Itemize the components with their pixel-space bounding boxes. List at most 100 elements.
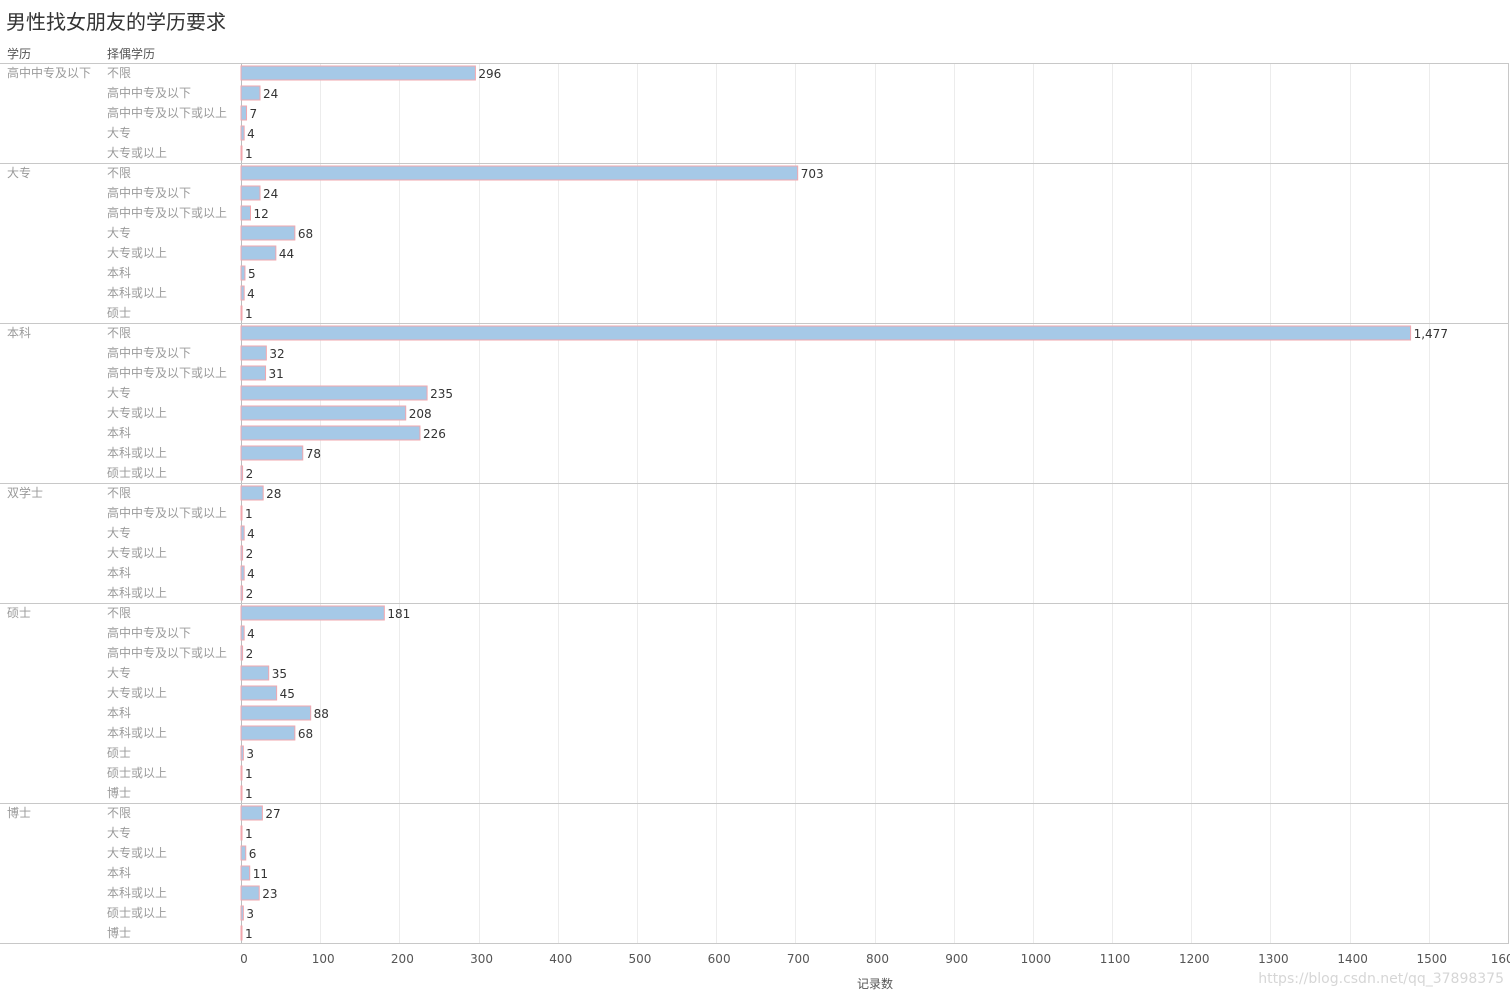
- x-tick-label: 1400: [1337, 952, 1368, 966]
- row-label: 本科或以上: [107, 446, 167, 460]
- x-tick-label: 800: [866, 952, 889, 966]
- x-tick-label: 1100: [1100, 952, 1131, 966]
- row-label: 大专或以上: [107, 545, 167, 560]
- row-label: 本科或以上: [107, 886, 167, 900]
- bar: [240, 185, 261, 201]
- row-label: 不限: [107, 806, 131, 820]
- row-label: 大专: [107, 225, 131, 240]
- data-label: 31: [269, 367, 284, 381]
- bar: [240, 225, 296, 241]
- row-label: 不限: [107, 326, 131, 340]
- data-label: 35: [272, 667, 287, 681]
- data-label: 1: [245, 767, 253, 781]
- column-header-education: 学历: [7, 47, 32, 61]
- x-tick-label: 500: [628, 952, 651, 966]
- data-label: 1: [245, 147, 253, 161]
- bar: [240, 145, 243, 161]
- row-label: 大专: [107, 665, 131, 680]
- data-label: 4: [247, 527, 255, 541]
- bar: [240, 865, 251, 881]
- row-label: 高中中专及以下: [107, 345, 191, 360]
- data-label: 24: [263, 87, 278, 101]
- bar: [240, 725, 296, 741]
- row-label: 高中中专及以下或以上: [107, 505, 227, 520]
- row-label: 高中中专及以下: [107, 625, 191, 640]
- group-label: 本科: [7, 326, 31, 340]
- x-tick-label: 1600: [1491, 952, 1510, 966]
- data-label: 32: [269, 347, 284, 361]
- data-label: 4: [247, 567, 255, 581]
- data-label: 24: [263, 187, 278, 201]
- bar: [240, 105, 248, 121]
- data-label: 4: [247, 127, 255, 141]
- column-header-mate-education: 择偶学历: [107, 47, 156, 61]
- group-label: 高中中专及以下: [7, 65, 91, 80]
- bar: [240, 885, 260, 901]
- bar: [240, 85, 261, 101]
- watermark: https://blog.csdn.net/qq_37898375: [1258, 971, 1504, 987]
- row-label: 大专或以上: [107, 405, 167, 420]
- bar: [240, 905, 244, 921]
- x-tick-label: 300: [470, 952, 493, 966]
- data-label: 11: [253, 867, 268, 881]
- data-label: 2: [246, 647, 254, 661]
- row-label: 不限: [107, 66, 131, 80]
- row-label: 大专或以上: [107, 245, 167, 260]
- x-tick-label: 100: [312, 952, 335, 966]
- row-label: 博士: [107, 785, 131, 800]
- row-label: 本科: [107, 566, 131, 580]
- data-label: 1: [245, 507, 253, 521]
- row-label: 本科: [107, 706, 131, 720]
- bar: [240, 845, 247, 861]
- bar: [240, 545, 244, 561]
- data-label: 4: [247, 627, 255, 641]
- data-label: 226: [423, 427, 446, 441]
- row-label: 大专或以上: [107, 145, 167, 160]
- data-label: 1: [245, 307, 253, 321]
- data-label: 2: [246, 587, 254, 601]
- row-label: 本科或以上: [107, 586, 167, 600]
- bar: [240, 605, 385, 621]
- data-label: 1: [245, 787, 253, 801]
- bar: [240, 685, 278, 701]
- row-label: 本科或以上: [107, 286, 167, 300]
- bar: [240, 645, 244, 661]
- data-label: 296: [478, 67, 501, 81]
- bar: [240, 165, 799, 181]
- row-label: 大专或以上: [107, 845, 167, 860]
- data-label: 6: [249, 847, 257, 861]
- data-label: 3: [246, 907, 254, 921]
- x-tick-label: 600: [708, 952, 731, 966]
- bar: [240, 705, 312, 721]
- row-label: 硕士或以上: [107, 766, 167, 780]
- row-label: 硕士: [107, 306, 131, 320]
- group-label: 大专: [7, 165, 31, 180]
- row-label: 高中中专及以下或以上: [107, 365, 227, 380]
- x-tick-label: 200: [391, 952, 414, 966]
- row-label: 大专或以上: [107, 685, 167, 700]
- bar: [240, 305, 243, 321]
- data-label: 78: [306, 447, 321, 461]
- bar: [240, 765, 243, 781]
- bar: [240, 465, 244, 481]
- x-tick-label: 0: [240, 952, 248, 966]
- data-label: 12: [254, 207, 269, 221]
- bar: [240, 345, 267, 361]
- bar: [240, 405, 407, 421]
- bar: [240, 325, 1412, 341]
- data-label: 1,477: [1414, 327, 1448, 341]
- data-label: 703: [801, 167, 824, 181]
- x-tick-label: 900: [945, 952, 968, 966]
- bar: [240, 485, 264, 501]
- bar: [240, 445, 304, 461]
- bar: [240, 785, 243, 801]
- bar: [240, 425, 421, 441]
- bar: [240, 365, 267, 381]
- x-tick-label: 1200: [1179, 952, 1210, 966]
- row-label: 高中中专及以下: [107, 85, 191, 100]
- data-label: 2: [246, 547, 254, 561]
- bar: [240, 245, 277, 261]
- data-label: 5: [248, 267, 256, 281]
- data-label: 3: [246, 747, 254, 761]
- row-label: 高中中专及以下或以上: [107, 205, 227, 220]
